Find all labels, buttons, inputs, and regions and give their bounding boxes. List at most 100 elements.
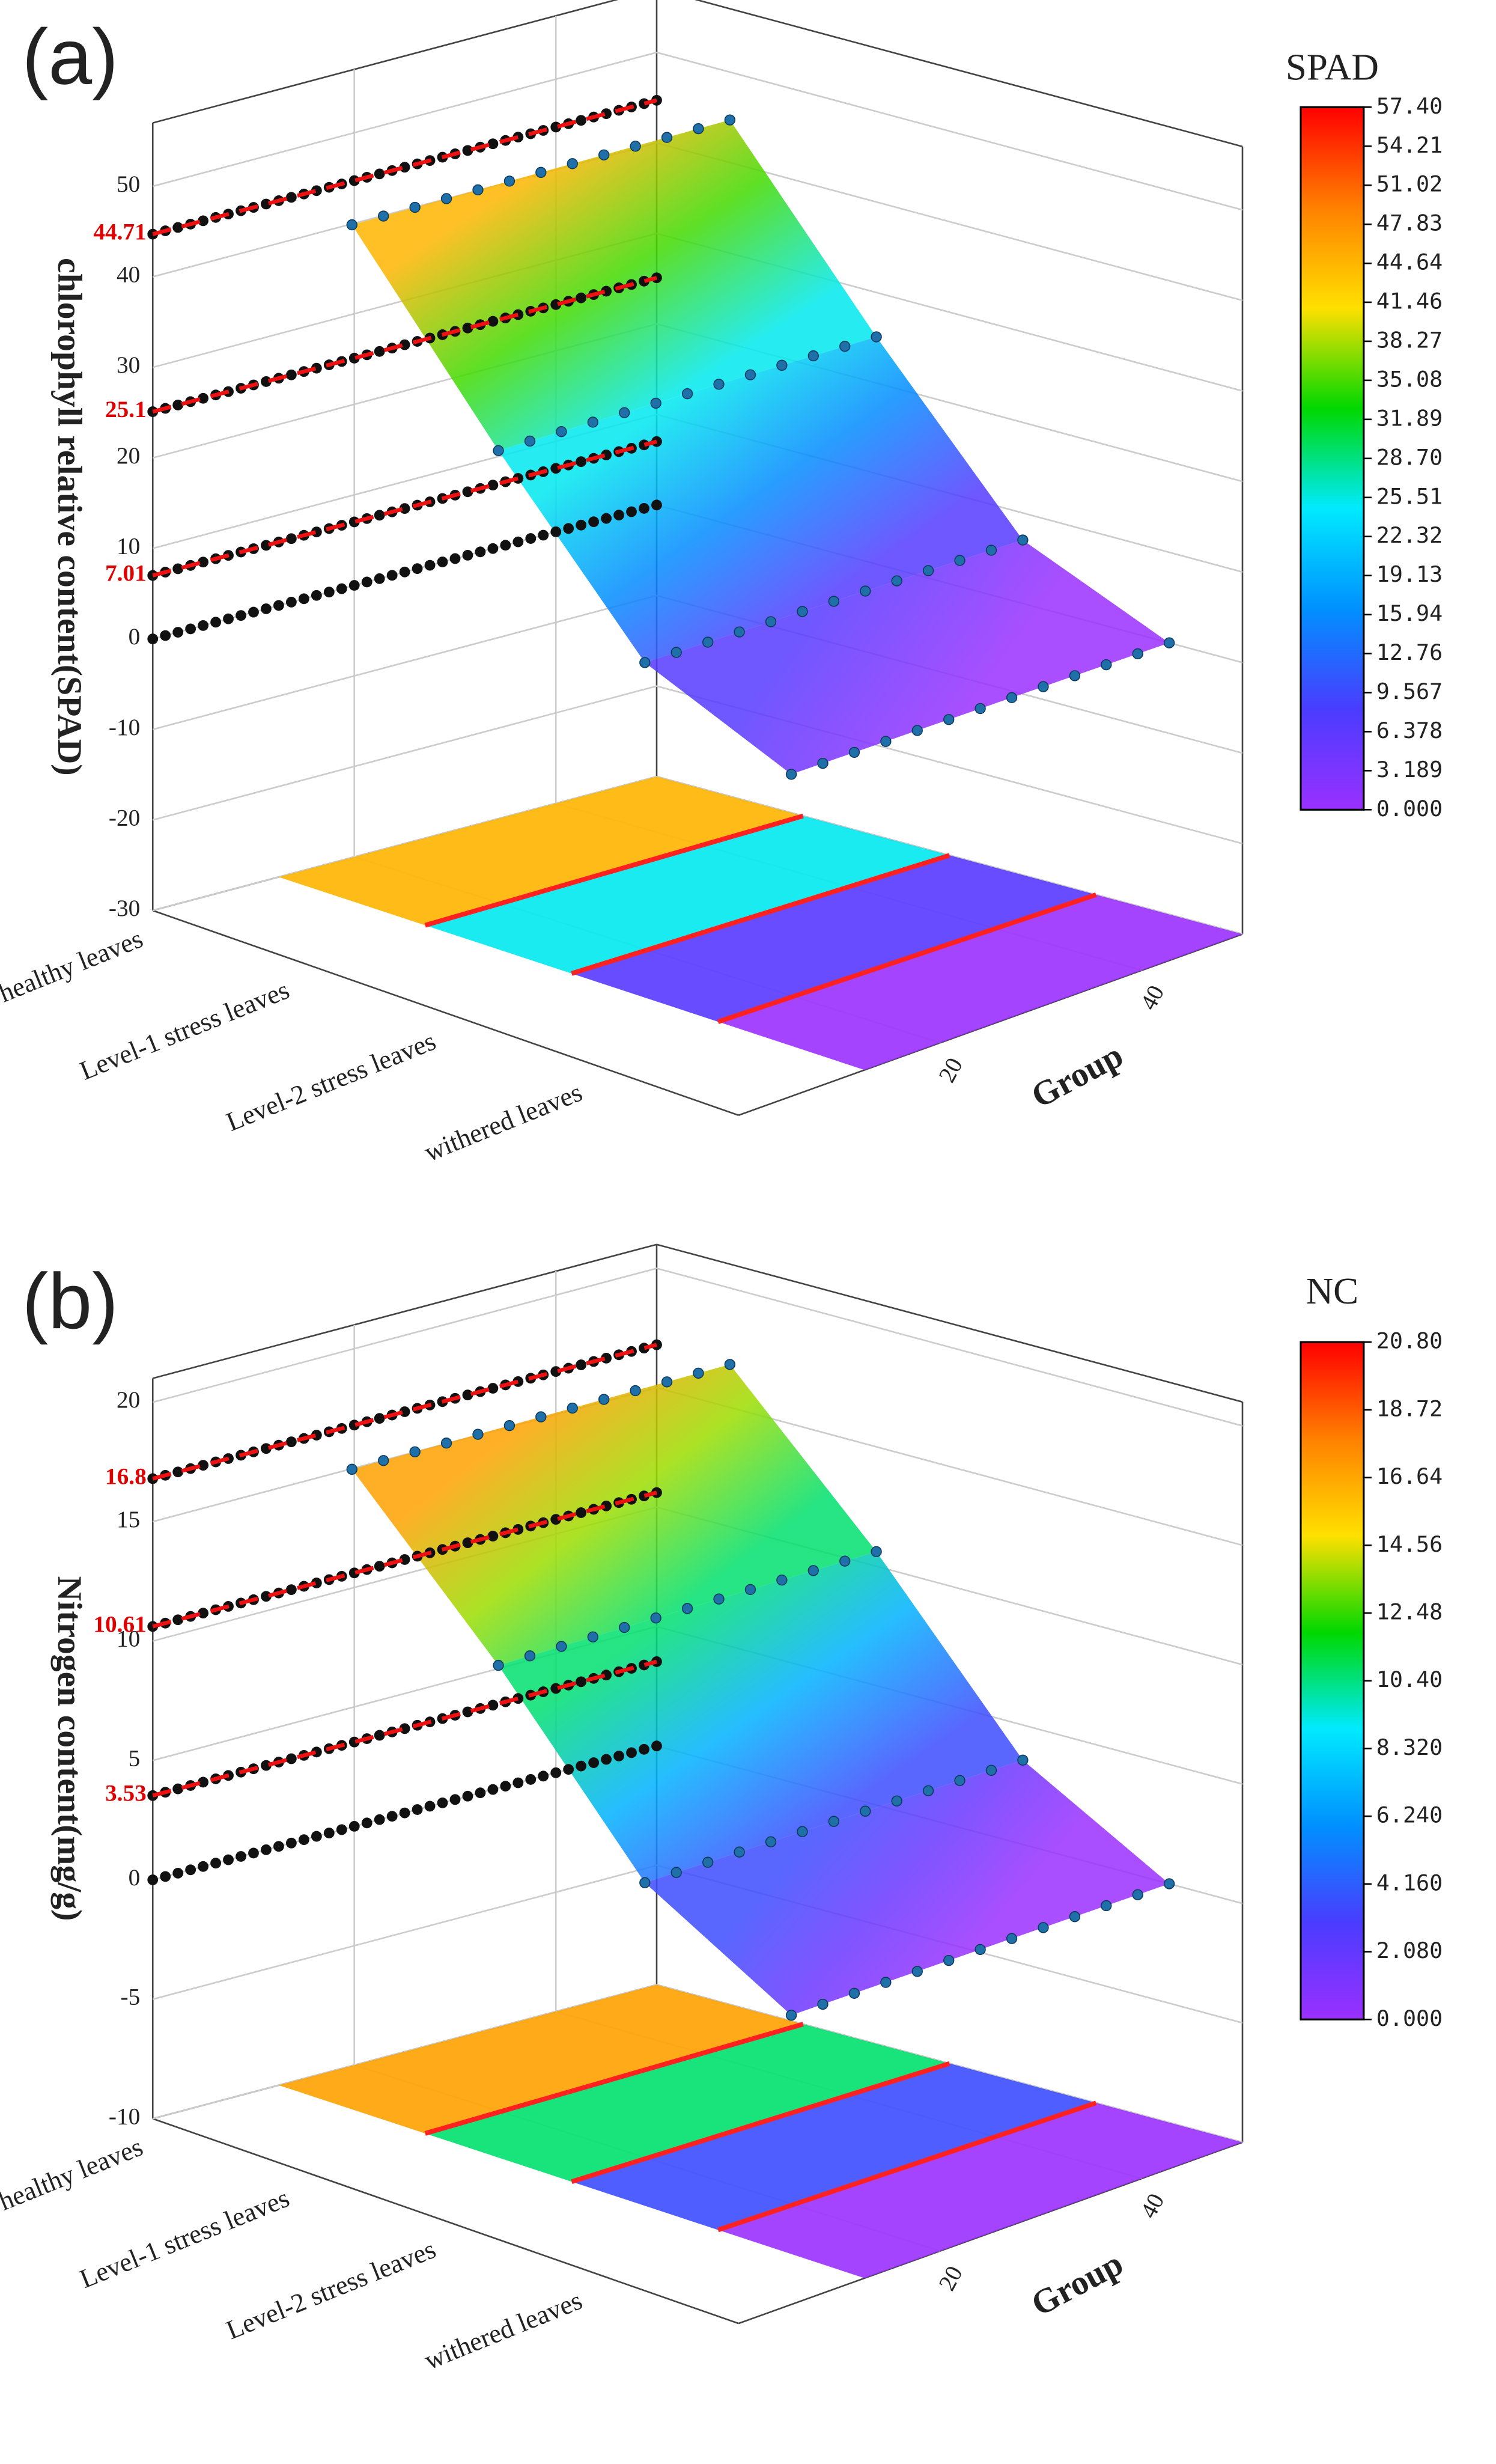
- mean-line: [152, 1490, 657, 1629]
- wall-projection-point: [487, 543, 499, 554]
- frame-edge: [694, 0, 1243, 148]
- surface-point: [817, 757, 829, 769]
- surface-point: [493, 445, 504, 456]
- colorbar: [1300, 106, 1365, 811]
- colorbar-tick-label: 18.72: [1376, 1395, 1443, 1421]
- wall-projection-point: [198, 392, 209, 404]
- mean-label: 3.53: [105, 1780, 147, 1807]
- surface-point: [472, 184, 484, 196]
- wall-projection-point: [449, 1794, 461, 1805]
- frame-edge: [152, 909, 739, 1117]
- surface-point: [346, 1463, 357, 1475]
- colorbar-tick-label: 22.32: [1376, 522, 1443, 548]
- colorbar-tick-label: 0.000: [1376, 2005, 1443, 2031]
- z-tick-label: 5: [129, 1745, 141, 1771]
- wall-projection-point: [311, 590, 322, 601]
- surface-point: [785, 2010, 797, 2021]
- colorbar-tick-label: 19.13: [1376, 561, 1443, 587]
- surface-point: [702, 1856, 714, 1868]
- wall-projection-point: [639, 1743, 649, 1755]
- wall-projection-point: [374, 346, 385, 357]
- wall-projection-point: [172, 1783, 184, 1795]
- grid-line: [152, 685, 1243, 844]
- wall-projection-point: [147, 633, 159, 645]
- colorbar-tick-label: 10.40: [1376, 1667, 1443, 1692]
- colorbar-tick-label: 2.080: [1376, 1938, 1443, 1963]
- mean-label: 25.1: [105, 396, 147, 422]
- wall-projection-point: [374, 1814, 385, 1825]
- mean-label: 10.61: [93, 1611, 146, 1637]
- wall-projection-point: [588, 1757, 600, 1768]
- colorbar-tick-label: 57.40: [1376, 93, 1443, 119]
- surface-point: [409, 1446, 421, 1457]
- wall-projection-point: [261, 1844, 272, 1855]
- surface-point: [1163, 1878, 1175, 1889]
- wall-projection-point: [198, 215, 209, 227]
- surface-point: [598, 1394, 610, 1405]
- surface-point: [839, 1555, 851, 1567]
- wall-projection-point: [172, 1466, 184, 1478]
- surface-point: [681, 388, 693, 400]
- wall-projection-point: [487, 1383, 499, 1394]
- mean-label: 44.71: [93, 219, 146, 245]
- surface-point: [346, 219, 357, 231]
- surface-point: [922, 565, 934, 576]
- wall-projection-point: [185, 623, 196, 635]
- surface-point: [776, 359, 788, 371]
- surface-point: [797, 1826, 808, 1837]
- colorbar-tick-label: 47.83: [1376, 210, 1443, 236]
- wall-projection-point: [525, 533, 537, 544]
- wall-projection-point: [639, 503, 649, 514]
- wall-projection-point: [323, 1828, 335, 1838]
- wall-projection-point: [285, 533, 297, 544]
- wall-projection-point: [298, 1834, 309, 1846]
- grid-line: [152, 51, 1243, 211]
- wall-projection-point: [512, 1777, 524, 1789]
- x-tick-label: 20: [934, 2261, 968, 2295]
- wall-projection-point: [172, 1614, 184, 1626]
- wall-projection-point: [223, 613, 234, 624]
- mean-line: [152, 1343, 657, 1481]
- surface-point: [661, 132, 673, 143]
- category-border: [424, 814, 804, 928]
- surface-point: [848, 746, 860, 758]
- surface-point: [744, 1584, 756, 1596]
- colorbar-title: SPAD: [1286, 46, 1379, 88]
- wall-projection-point: [563, 1764, 574, 1775]
- surface-point: [440, 1438, 452, 1449]
- surface-point: [493, 1659, 504, 1671]
- wall-projection-point: [437, 557, 448, 567]
- wall-projection-point: [538, 1770, 549, 1782]
- wall-projection-point: [210, 1858, 221, 1869]
- wall-projection-point: [361, 576, 372, 588]
- surface-point: [670, 647, 682, 658]
- wall-projection-point: [651, 499, 662, 511]
- category-label: Level-2 stress leaves: [222, 2234, 440, 2345]
- category-label: withered leaves: [420, 2285, 586, 2376]
- floor-heatmap: [278, 776, 803, 926]
- wall-projection-point: [487, 316, 499, 327]
- wall-projection-point: [487, 138, 499, 150]
- surface-point: [911, 1966, 923, 1977]
- surface-point: [975, 1944, 986, 1956]
- wall-projection-point: [525, 1774, 537, 1785]
- category-border: [717, 2100, 1097, 2233]
- wall-projection-point: [348, 580, 360, 591]
- colorbar-tick-label: 12.48: [1376, 1599, 1443, 1625]
- surface-point: [567, 158, 578, 169]
- z-tick-label: -10: [109, 714, 140, 740]
- surface-point: [1069, 1911, 1081, 1923]
- surface-point: [639, 657, 651, 668]
- wall-projection-point: [374, 510, 385, 521]
- colorbar-tick-label: 35.08: [1376, 366, 1443, 392]
- colorbar-tick-label: 16.64: [1376, 1463, 1443, 1489]
- wall-projection-point: [588, 516, 600, 528]
- colorbar-tick-label: 15.94: [1376, 600, 1443, 626]
- category-label: Level-1 stress leaves: [76, 974, 294, 1085]
- surface-point: [807, 350, 819, 362]
- colorbar-tick-label: 12.76: [1376, 639, 1443, 665]
- wall-projection-point: [172, 627, 184, 638]
- wall-projection-point: [285, 1753, 297, 1764]
- surface-point: [693, 123, 704, 135]
- wall-projection-point: [185, 1864, 196, 1876]
